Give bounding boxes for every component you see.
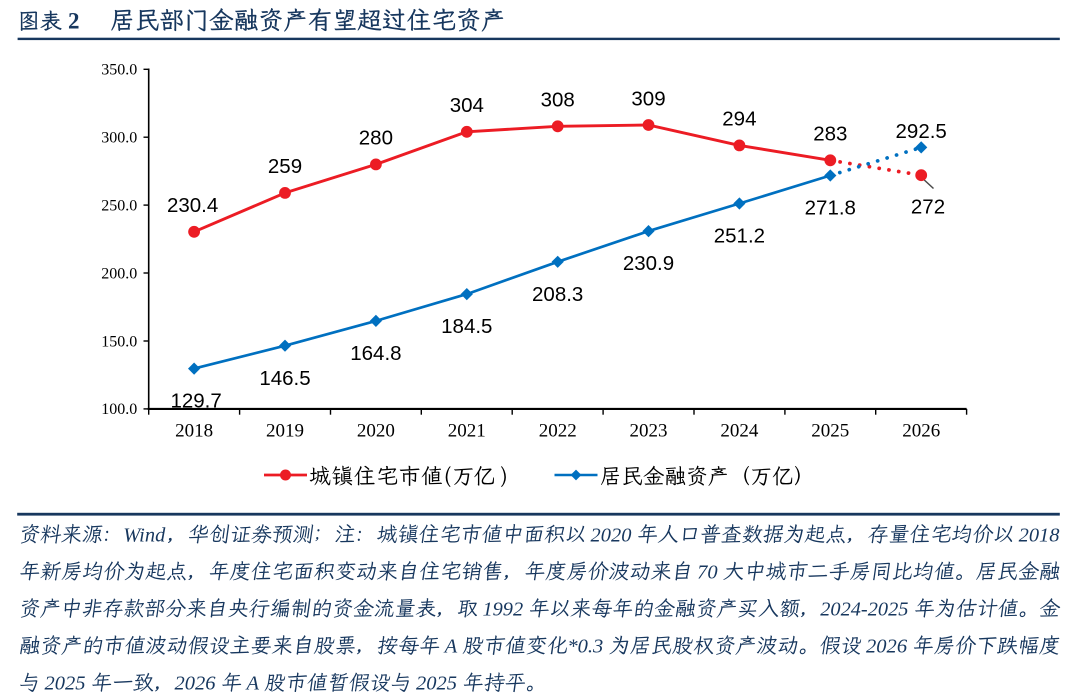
svg-text:294: 294 (722, 108, 756, 131)
svg-text:2: 2 (68, 9, 80, 34)
svg-text:309: 309 (631, 87, 665, 110)
svg-text:1992: 1992 (482, 598, 523, 620)
svg-text:251.2: 251.2 (714, 225, 765, 248)
svg-text:308: 308 (541, 89, 575, 112)
svg-text:2022: 2022 (539, 421, 577, 442)
svg-text:2024-2025: 2024-2025 (820, 598, 908, 620)
svg-text:*0.3: *0.3 (567, 636, 603, 658)
svg-text:2020: 2020 (591, 524, 632, 546)
svg-text:230.4: 230.4 (167, 194, 218, 217)
svg-text:208.3: 208.3 (532, 283, 583, 306)
svg-text:259: 259 (268, 155, 302, 178)
svg-text:271.8: 271.8 (805, 197, 856, 220)
svg-text:283: 283 (813, 123, 847, 146)
svg-text:2024: 2024 (720, 421, 759, 442)
svg-text:272: 272 (911, 195, 945, 218)
svg-text:2025: 2025 (811, 421, 849, 442)
svg-text:350.0: 350.0 (101, 62, 137, 79)
svg-text:304: 304 (450, 94, 484, 117)
svg-text:2026: 2026 (866, 636, 908, 658)
svg-text:A: A (443, 636, 458, 658)
svg-text:2025: 2025 (416, 673, 457, 695)
svg-text:70: 70 (697, 561, 718, 583)
svg-text:2025: 2025 (45, 673, 86, 695)
svg-text:2023: 2023 (630, 421, 668, 442)
svg-text:2020: 2020 (357, 421, 395, 442)
svg-text:184.5: 184.5 (441, 315, 492, 338)
svg-text:2026: 2026 (175, 673, 217, 695)
svg-text:292.5: 292.5 (896, 120, 947, 143)
svg-text:300.0: 300.0 (101, 130, 137, 147)
svg-text:146.5: 146.5 (259, 367, 310, 390)
svg-text:230.9: 230.9 (623, 252, 674, 275)
svg-text:164.8: 164.8 (350, 342, 401, 365)
svg-text:A: A (245, 673, 260, 695)
svg-text:200.0: 200.0 (101, 265, 137, 282)
svg-text:150.0: 150.0 (101, 333, 137, 350)
svg-text:100.0: 100.0 (101, 401, 137, 418)
svg-text:129.7: 129.7 (170, 390, 221, 413)
svg-text:2019: 2019 (266, 421, 304, 442)
svg-text:2018: 2018 (1019, 524, 1060, 546)
svg-text:2018: 2018 (175, 421, 213, 442)
svg-text:2021: 2021 (448, 421, 486, 442)
svg-text:280: 280 (359, 127, 393, 150)
svg-text:Wind: Wind (123, 524, 166, 546)
svg-text:2026: 2026 (902, 421, 940, 442)
svg-text:250.0: 250.0 (101, 197, 137, 214)
